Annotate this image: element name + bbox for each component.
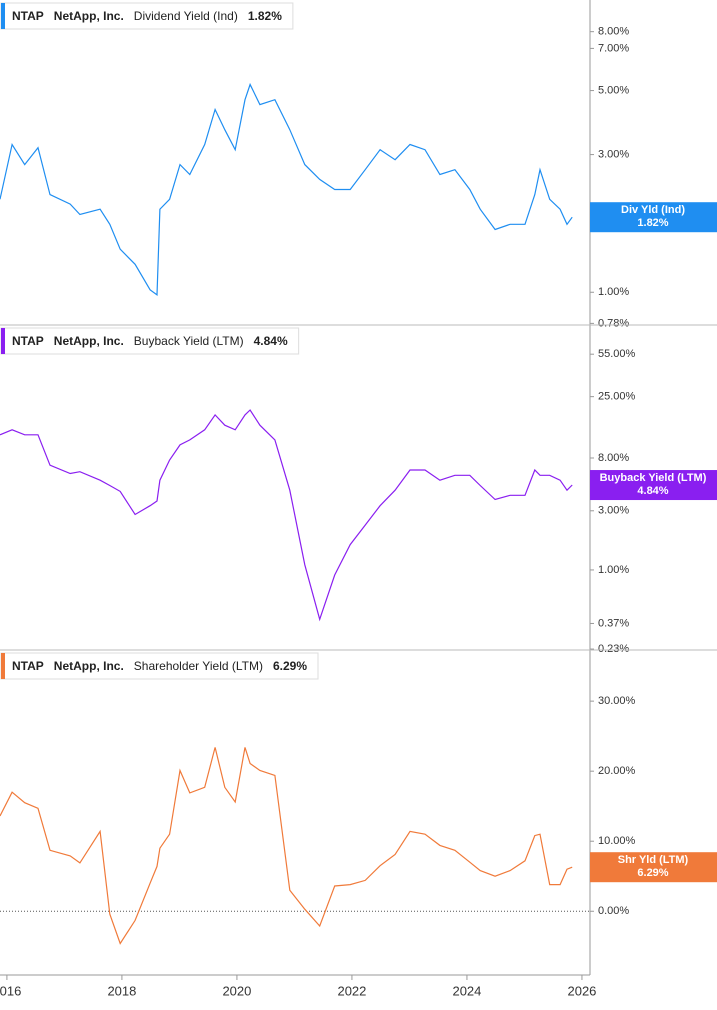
ticker: NTAP xyxy=(12,9,44,23)
last-value-badge xyxy=(590,852,717,883)
headline-value: 4.84% xyxy=(254,334,288,348)
header-box xyxy=(0,327,300,355)
last-value-badge xyxy=(590,470,717,501)
y-tick-label: 0.78% xyxy=(598,317,629,329)
y-tick-label: 1.00% xyxy=(598,564,629,576)
y-tick-label: 0.37% xyxy=(598,617,629,629)
series-line xyxy=(0,409,573,622)
headline-value: 1.82% xyxy=(248,9,282,23)
metric: Buyback Yield (LTM) xyxy=(134,334,244,348)
y-tick-label: 55.00% xyxy=(598,348,636,360)
badge-label: Buyback Yield (LTM) xyxy=(600,472,707,484)
legend-header: NTAP NetApp, Inc. Shareholder Yield (LTM) 6… xyxy=(0,652,319,680)
y-tick-label: 25.00% xyxy=(598,391,636,403)
y-tick-label: 0.23% xyxy=(598,643,629,655)
y-tick-label: 1.00% xyxy=(598,286,629,298)
y-tick-label: 3.00% xyxy=(598,148,629,160)
ticker: NTAP xyxy=(12,659,44,673)
company: NetApp, Inc. xyxy=(54,9,124,23)
headline-value: 6.29% xyxy=(273,659,307,673)
y-tick-label: 5.00% xyxy=(598,84,629,96)
badge-label: Div Yld (Ind) xyxy=(621,204,685,216)
y-tick-label: 30.00% xyxy=(598,695,636,707)
legend-header: NTAP NetApp, Inc. Dividend Yield (Ind) 1.82… xyxy=(0,2,294,30)
y-tick-label: 3.00% xyxy=(598,505,629,517)
badge-value: 1.82% xyxy=(637,217,668,229)
header-stripe xyxy=(1,653,5,679)
y-tick-label: 8.00% xyxy=(598,452,629,464)
x-tick-label: 2016 xyxy=(0,983,21,998)
ticker: NTAP xyxy=(12,334,44,348)
badge-value: 6.29% xyxy=(637,867,668,879)
x-tick-label: 2026 xyxy=(567,983,596,998)
metric: Shareholder Yield (LTM) xyxy=(134,659,263,673)
y-tick-label: 20.00% xyxy=(598,765,636,777)
last-value-badge xyxy=(590,202,717,233)
series-line xyxy=(0,82,573,296)
company: NetApp, Inc. xyxy=(54,334,124,348)
badge-label: Shr Yld (LTM) xyxy=(618,854,689,866)
x-tick-label: 2024 xyxy=(452,983,481,998)
y-tick-label: 8.00% xyxy=(598,26,629,38)
legend-header: NTAP NetApp, Inc. Buyback Yield (LTM) 4.84% xyxy=(0,327,300,355)
header-stripe xyxy=(1,3,5,29)
badge-value: 4.84% xyxy=(637,485,668,497)
y-tick-label: 0.00% xyxy=(598,905,629,917)
x-tick-label: 2018 xyxy=(107,983,136,998)
y-tick-label: 10.00% xyxy=(598,835,636,847)
x-tick-label: 2022 xyxy=(337,983,366,998)
company: NetApp, Inc. xyxy=(54,659,124,673)
x-tick-label: 2020 xyxy=(222,983,251,998)
header-stripe xyxy=(1,328,5,354)
y-tick-label: 7.00% xyxy=(598,42,629,54)
series-line xyxy=(0,747,573,945)
metric: Dividend Yield (Ind) xyxy=(134,9,238,23)
